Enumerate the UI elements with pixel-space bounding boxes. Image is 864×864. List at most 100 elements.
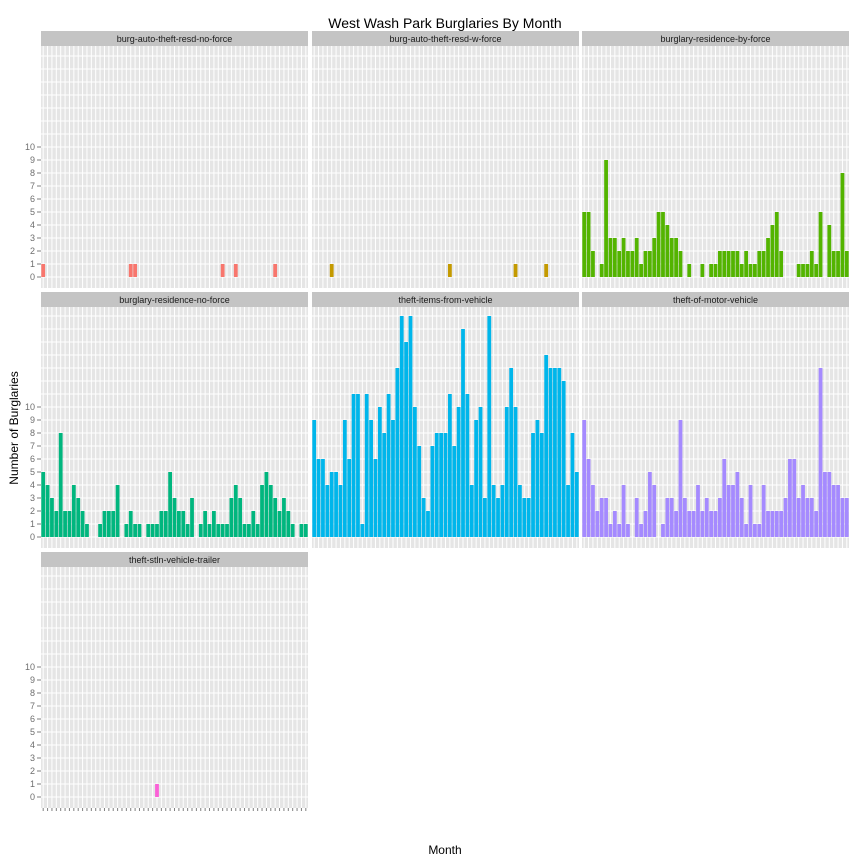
facet-panel-theft-items-from-vehicle: theft-items-from-vehicle: [312, 292, 579, 548]
bar: [377, 407, 382, 537]
bar: [71, 485, 76, 537]
bar: [544, 264, 549, 277]
bar: [220, 524, 225, 537]
bar: [212, 511, 216, 537]
facet-panel-burg-auto-theft-resd-w-force: burg-auto-theft-resd-w-force: [312, 31, 579, 288]
bar: [80, 511, 85, 537]
bar: [316, 459, 321, 537]
bar: [321, 459, 325, 537]
facet-strip: [41, 292, 308, 307]
bar: [687, 264, 692, 277]
bar: [369, 420, 373, 537]
bar: [478, 407, 483, 537]
bar: [434, 433, 439, 537]
y-tick-label: 10: [25, 662, 35, 672]
facet-panels: burg-auto-theft-resd-no-force 0 1 2 3 4 5 6 7 8 9 1…: [25, 31, 849, 811]
bar: [351, 394, 356, 537]
bar: [774, 212, 779, 277]
bar: [264, 472, 269, 537]
bar: [412, 407, 417, 537]
bar: [612, 511, 617, 537]
bar: [735, 251, 740, 277]
bar: [586, 459, 591, 537]
bar: [678, 420, 683, 537]
bar: [696, 485, 700, 537]
facet-strip: [312, 31, 579, 46]
bar: [133, 524, 137, 537]
bar: [347, 459, 352, 537]
bar: [717, 498, 722, 537]
bar: [172, 498, 177, 537]
facet-strip: [41, 31, 308, 46]
bar: [67, 511, 72, 537]
bar: [303, 524, 308, 537]
bar: [509, 368, 514, 537]
y-tick-label: 9: [30, 415, 35, 425]
bar: [312, 420, 317, 537]
bar: [595, 511, 600, 537]
y-tick-label: 9: [30, 155, 35, 165]
facet-panel-burg-auto-theft-resd-no-force: burg-auto-theft-resd-no-force 0 1 2 3 4 5 6 7 8 9 1…: [25, 31, 308, 288]
bar: [827, 472, 832, 537]
bar: [247, 524, 251, 537]
bar: [557, 368, 562, 537]
bar: [761, 485, 766, 537]
bar: [643, 251, 648, 277]
bar: [788, 459, 792, 537]
y-tick-label: 1: [30, 519, 35, 529]
y-tick-label: 7: [30, 441, 35, 451]
y-tick-label: 4: [30, 740, 35, 750]
bar: [159, 511, 164, 537]
bar: [338, 485, 343, 537]
bar: [290, 524, 295, 537]
bar: [669, 498, 674, 537]
bar: [792, 459, 797, 537]
bar: [726, 251, 731, 277]
y-tick-label: 2: [30, 506, 35, 516]
bar: [500, 485, 505, 537]
facet-panel-burglary-residence-no-force: burglary-residence-no-force 0 1 2 3 4 5 6 7 8 9 10: [25, 292, 308, 548]
facet-panel-burglary-residence-by-force: burglary-residence-by-force: [582, 31, 849, 288]
facet-panel-theft-stln-vehicle-trailer: theft-stln-vehicle-trailer 0 1 2 3 4 5 6 7 8 9 10: [25, 552, 308, 808]
bar: [386, 394, 391, 537]
bar: [814, 264, 819, 277]
bar: [229, 498, 234, 537]
bar: [840, 173, 845, 277]
y-tick-label: 5: [30, 727, 35, 737]
bar: [836, 251, 840, 277]
bar: [818, 368, 823, 537]
y-tick-label: 5: [30, 207, 35, 217]
bar: [417, 446, 422, 537]
bar: [739, 498, 744, 537]
bar: [801, 485, 805, 537]
bar: [661, 212, 665, 277]
bar: [809, 498, 814, 537]
bar: [757, 251, 762, 277]
bar: [474, 420, 479, 537]
bar: [805, 264, 810, 277]
bar: [251, 511, 256, 537]
bar: [561, 381, 566, 537]
bar: [373, 459, 378, 537]
bar: [168, 472, 173, 537]
bar: [334, 472, 338, 537]
bar: [687, 511, 692, 537]
bar: [421, 498, 426, 537]
facet-strip-label: theft-of-motor-vehicle: [673, 295, 758, 305]
bar: [766, 238, 770, 277]
bar: [456, 407, 461, 537]
y-tick-label: 1: [30, 259, 35, 269]
y-tick-label: 3: [30, 233, 35, 243]
bar: [225, 524, 229, 537]
bar: [277, 511, 282, 537]
bar: [408, 316, 413, 537]
y-tick-label: 8: [30, 428, 35, 438]
y-axis-title: Number of Burglaries: [7, 371, 21, 484]
bar: [643, 511, 648, 537]
y-tick-label: 3: [30, 493, 35, 503]
facet-strip-label: theft-items-from-vehicle: [398, 295, 492, 305]
bar: [612, 238, 617, 277]
bar: [461, 329, 465, 537]
bar: [827, 225, 832, 277]
bar: [713, 511, 718, 537]
